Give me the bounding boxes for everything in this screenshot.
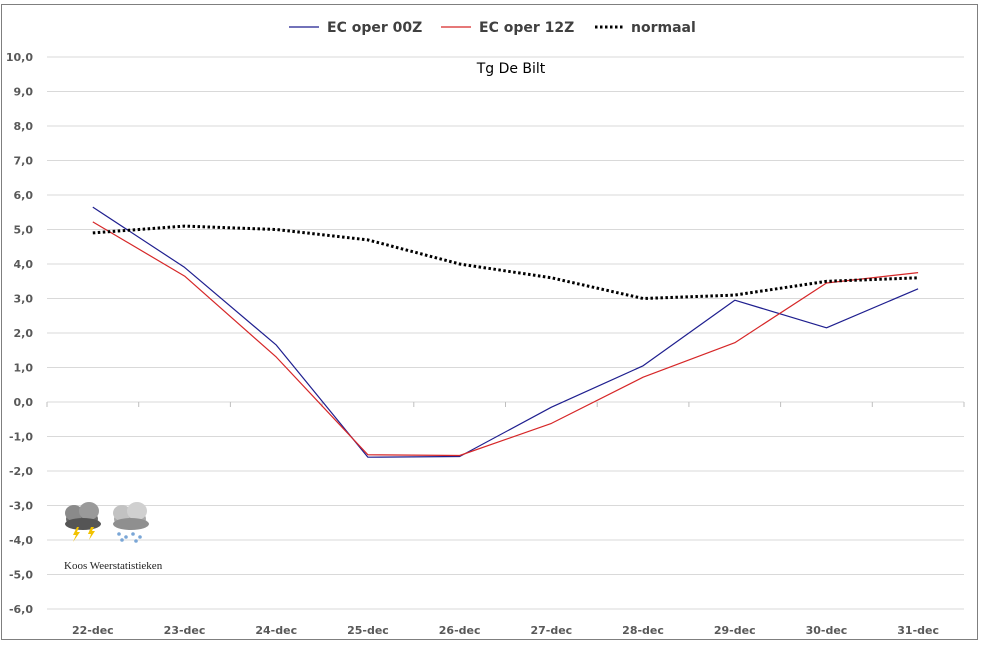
- y-tick-label: 9,0: [14, 86, 34, 99]
- x-tick-label: 30-dec: [806, 624, 848, 637]
- y-tick-label: 4,0: [14, 258, 34, 271]
- y-tick-label: 5,0: [14, 224, 34, 237]
- y-tick-label: -6,0: [9, 603, 33, 616]
- y-tick-label: 6,0: [14, 189, 34, 202]
- series-line-ec-oper-00z: [92, 206, 919, 458]
- x-tick-label: 28-dec: [622, 624, 664, 637]
- y-tick-label: 8,0: [14, 120, 34, 133]
- legend-label-normaal: normaal: [631, 20, 696, 36]
- grid: [46, 56, 965, 610]
- legend: EC oper 00Z EC oper 12Z normaal: [289, 20, 696, 36]
- y-tick-label: 3,0: [14, 293, 34, 306]
- legend-label-ec-oper-12z: EC oper 12Z: [479, 20, 574, 36]
- snow-cloud-icon: [113, 502, 149, 543]
- series-line-normaal: [92, 224, 919, 300]
- y-tick-label: 0,0: [14, 396, 34, 409]
- x-tick-label: 25-dec: [347, 624, 389, 637]
- logo-text: Koos Weerstatistieken: [64, 560, 163, 572]
- chart-title: Tg De Bilt: [476, 61, 546, 77]
- series-line-ec-oper-12z: [92, 221, 919, 457]
- y-tick-label: -1,0: [9, 431, 33, 444]
- thunderstorm-cloud-icon: [65, 502, 101, 542]
- y-tick-label: 10,0: [6, 51, 33, 64]
- y-axis-ticks: 10,0 9,0 8,0 7,0 6,0 5,0 4,0 3,0 2,0 1,0 0,0 -1,0 -2…: [6, 51, 33, 616]
- x-tick-label: 31-dec: [897, 624, 939, 637]
- series-lines: [92, 206, 919, 458]
- y-tick-label: -5,0: [9, 569, 33, 582]
- x-tick-label: 24-dec: [255, 624, 297, 637]
- x-tick-label: 22-dec: [72, 624, 114, 637]
- legend-label-ec-oper-00z: EC oper 00Z: [327, 20, 422, 36]
- x-tick-label: 29-dec: [714, 624, 756, 637]
- y-tick-label: -3,0: [9, 500, 33, 513]
- y-tick-label: 1,0: [14, 362, 34, 375]
- y-tick-label: -4,0: [9, 534, 33, 547]
- y-tick-label: 7,0: [14, 155, 34, 168]
- y-tick-label: -2,0: [9, 465, 33, 478]
- logo: Koos Weerstatistieken: [64, 502, 163, 572]
- line-chart: 10,0 9,0 8,0 7,0 6,0 5,0 4,0 3,0 2,0 1,0 0,0 -1,0 -2…: [6, 20, 965, 637]
- x-axis-ticks: 22-dec 23-dec 24-dec 25-dec 26-dec 27-dec 28-d…: [72, 624, 939, 637]
- x-tick-label: 23-dec: [164, 624, 206, 637]
- x-tick-label: 27-dec: [530, 624, 572, 637]
- y-tick-label: 2,0: [14, 327, 34, 340]
- chart-frame: 10,0 9,0 8,0 7,0 6,0 5,0 4,0 3,0 2,0 1,0 0,0 -1,0 -2…: [1, 4, 978, 640]
- x-tick-label: 26-dec: [439, 624, 481, 637]
